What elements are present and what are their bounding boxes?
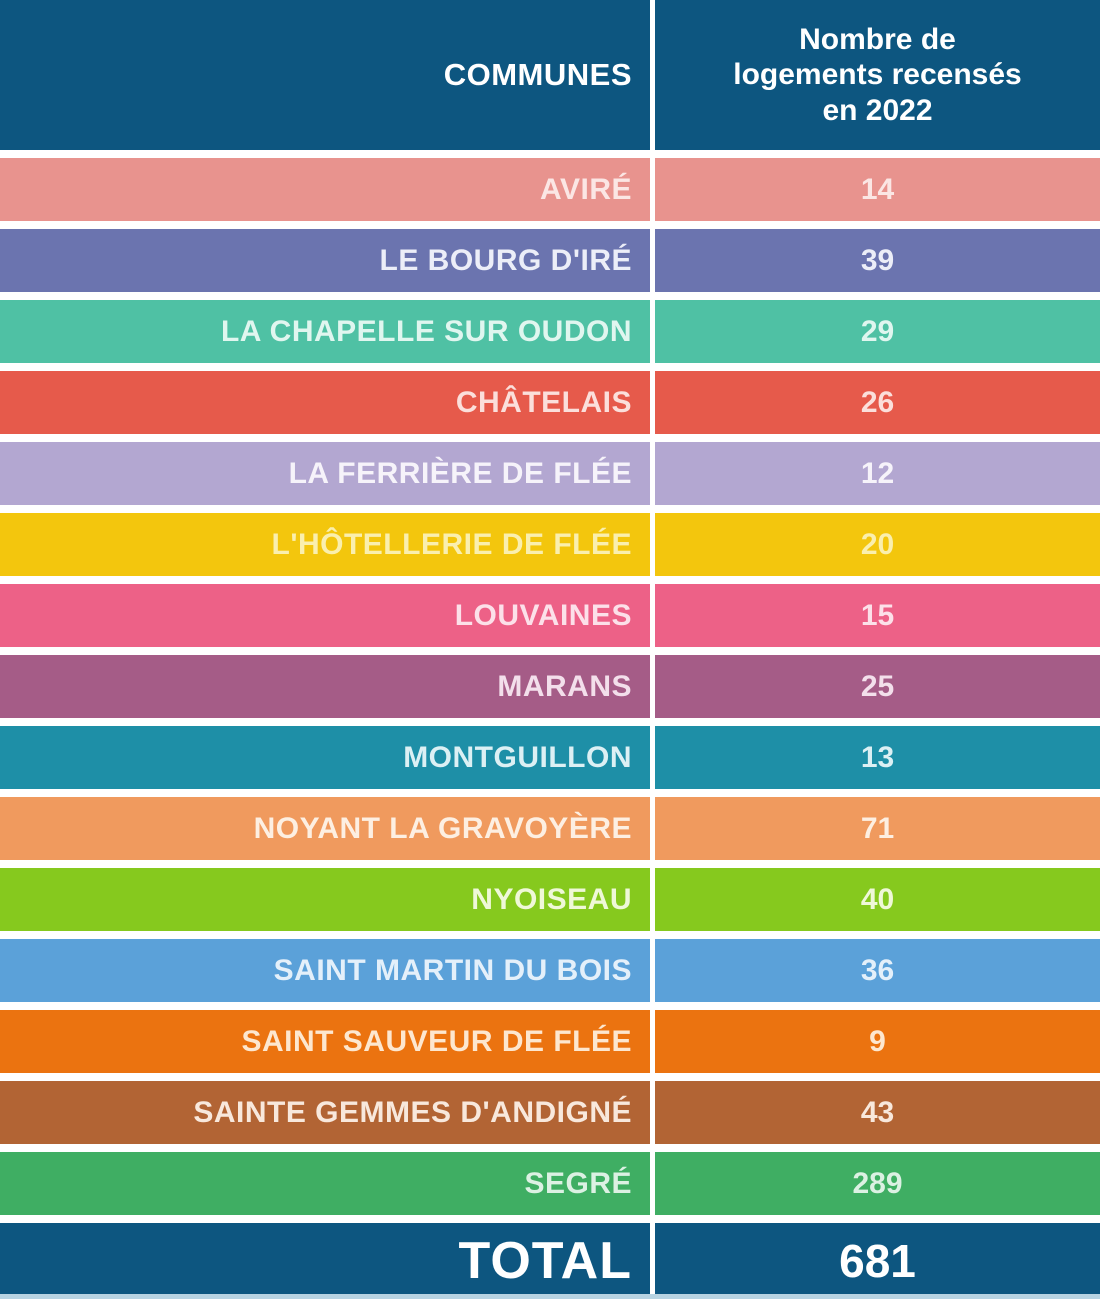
commune-name: SAINTE GEMMES D'ANDIGNÉ bbox=[193, 1095, 632, 1129]
column-divider bbox=[650, 868, 655, 931]
column-divider bbox=[650, 726, 655, 789]
table-row: SAINTE GEMMES D'ANDIGNÉ 43 bbox=[0, 1081, 1100, 1144]
count-value: 12 bbox=[860, 456, 895, 490]
column-divider bbox=[650, 442, 655, 505]
count-value: 15 bbox=[860, 598, 895, 632]
count-value: 39 bbox=[860, 243, 895, 277]
commune-name: LOUVAINES bbox=[454, 598, 632, 632]
count-value: 71 bbox=[860, 811, 895, 845]
table-row: LE BOURG D'IRÉ 39 bbox=[0, 229, 1100, 292]
commune-name: LE BOURG D'IRÉ bbox=[379, 243, 632, 277]
column-divider bbox=[650, 797, 655, 860]
commune-name: AVIRÉ bbox=[540, 172, 632, 206]
commune-name: SAINT SAUVEUR DE FLÉE bbox=[241, 1024, 632, 1058]
column-divider bbox=[650, 1223, 655, 1299]
commune-name: MARANS bbox=[497, 669, 632, 703]
commune-name: CHÂTELAIS bbox=[455, 385, 632, 419]
count-value: 25 bbox=[860, 669, 895, 703]
table-row: LA CHAPELLE SUR OUDON 29 bbox=[0, 300, 1100, 363]
table-row: MARANS 25 bbox=[0, 655, 1100, 718]
total-value: 681 bbox=[839, 1235, 916, 1287]
table-row: L'HÔTELLERIE DE FLÉE 20 bbox=[0, 513, 1100, 576]
table-row: LA FERRIÈRE DE FLÉE 12 bbox=[0, 442, 1100, 505]
communes-header-cell: COMMUNES bbox=[443, 57, 632, 92]
count-header-cell: Nombre de logements recensés en 2022 bbox=[733, 22, 1022, 127]
count-value: 13 bbox=[860, 740, 895, 774]
commune-name: LA FERRIÈRE DE FLÉE bbox=[288, 456, 632, 490]
table-body: AVIRÉ 14 LE BOURG D'IRÉ 39 LA CHAPELLE SUR O… bbox=[0, 158, 1100, 1215]
table-row: AVIRÉ 14 bbox=[0, 158, 1100, 221]
commune-name: SAINT MARTIN DU BOIS bbox=[273, 953, 632, 987]
count-value: 20 bbox=[860, 527, 895, 561]
commune-name: NOYANT LA GRAVOYÈRE bbox=[253, 811, 632, 845]
column-divider bbox=[650, 300, 655, 363]
table-header: COMMUNES Nombre de logements recensés en… bbox=[0, 0, 1100, 150]
commune-name: L'HÔTELLERIE DE FLÉE bbox=[271, 527, 632, 561]
column-divider bbox=[650, 1081, 655, 1144]
total-row: TOTAL 681 bbox=[0, 1223, 1100, 1299]
table-row: SAINT MARTIN DU BOIS 36 bbox=[0, 939, 1100, 1002]
count-value: 14 bbox=[860, 172, 895, 206]
count-value: 40 bbox=[860, 882, 895, 916]
table-row: MONTGUILLON 13 bbox=[0, 726, 1100, 789]
bottom-edge-strip bbox=[0, 1294, 1100, 1299]
column-divider bbox=[650, 158, 655, 221]
commune-name: SEGRÉ bbox=[524, 1166, 632, 1200]
table-row: CHÂTELAIS 26 bbox=[0, 371, 1100, 434]
table-row: NOYANT LA GRAVOYÈRE 71 bbox=[0, 797, 1100, 860]
column-divider bbox=[650, 939, 655, 1002]
count-value: 36 bbox=[860, 953, 895, 987]
count-value: 26 bbox=[860, 385, 895, 419]
column-divider bbox=[650, 584, 655, 647]
commune-name: NYOISEAU bbox=[471, 882, 632, 916]
column-divider bbox=[650, 1010, 655, 1073]
commune-name: LA CHAPELLE SUR OUDON bbox=[220, 314, 632, 348]
table-row: LOUVAINES 15 bbox=[0, 584, 1100, 647]
column-divider bbox=[650, 371, 655, 434]
count-value: 29 bbox=[860, 314, 895, 348]
table-row: SEGRÉ 289 bbox=[0, 1152, 1100, 1215]
count-value: 9 bbox=[869, 1024, 886, 1058]
table-row: SAINT SAUVEUR DE FLÉE 9 bbox=[0, 1010, 1100, 1073]
column-divider bbox=[650, 1152, 655, 1215]
column-divider bbox=[650, 229, 655, 292]
column-divider bbox=[650, 655, 655, 718]
count-value: 43 bbox=[860, 1095, 895, 1129]
column-divider bbox=[650, 513, 655, 576]
commune-name: MONTGUILLON bbox=[403, 740, 632, 774]
total-label: TOTAL bbox=[458, 1232, 632, 1290]
column-divider bbox=[650, 0, 655, 150]
table-row: NYOISEAU 40 bbox=[0, 868, 1100, 931]
count-value: 289 bbox=[852, 1166, 903, 1200]
